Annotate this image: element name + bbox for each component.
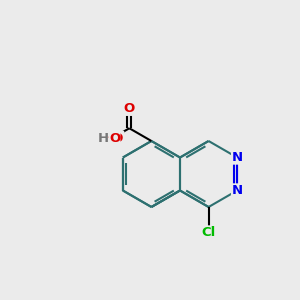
Text: O: O xyxy=(109,131,120,145)
Text: O: O xyxy=(124,102,135,115)
Text: O: O xyxy=(124,102,135,115)
Text: N: N xyxy=(232,184,243,197)
Text: Cl: Cl xyxy=(202,226,216,239)
Text: N: N xyxy=(232,151,243,164)
Text: H: H xyxy=(97,131,108,145)
Text: HO: HO xyxy=(101,131,124,145)
